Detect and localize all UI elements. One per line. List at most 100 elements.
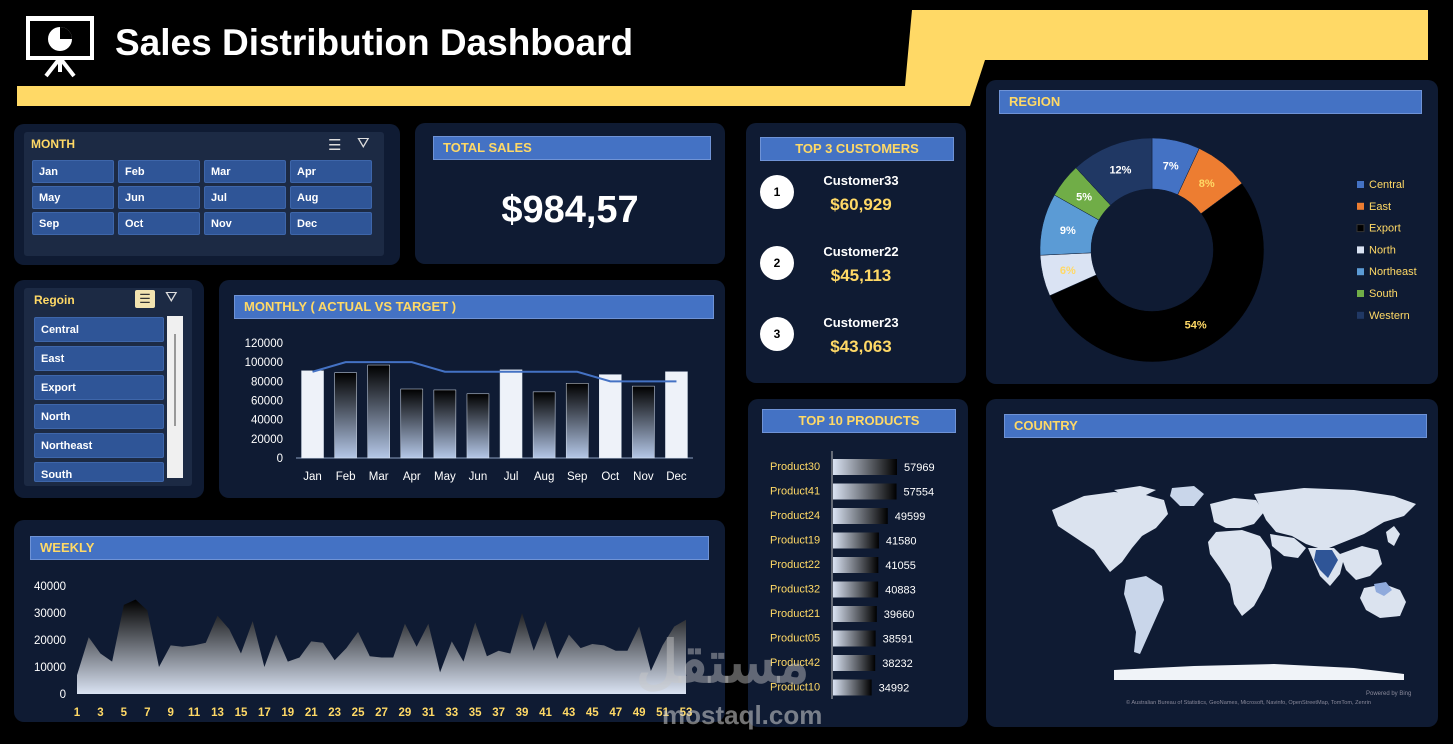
- slice-value-label: 8%: [1199, 178, 1215, 190]
- region-button[interactable]: South: [34, 462, 164, 482]
- customer-sales-value: $60,929: [830, 195, 892, 214]
- legend-label: Western: [1369, 310, 1410, 322]
- x-tick-label: 27: [375, 707, 388, 719]
- y-tick-label: 40000: [34, 581, 66, 593]
- month-button[interactable]: Jul: [204, 186, 286, 209]
- weekly-area: [77, 599, 686, 694]
- slice-value-label: 5%: [1076, 191, 1092, 203]
- top-products-title: TOP 10 PRODUCTS: [762, 409, 956, 433]
- y-tick-label: 60000: [251, 396, 283, 408]
- multi-select-active-icon[interactable]: ☰: [135, 290, 155, 308]
- slice-value-label: 54%: [1185, 320, 1207, 332]
- month-button[interactable]: Aug: [290, 186, 372, 209]
- watermark-latin: mostaql.com: [662, 700, 823, 730]
- y-tick-label: 100000: [245, 357, 283, 369]
- total-sales-value: $984,57: [501, 189, 639, 231]
- x-tick-label: 49: [633, 707, 646, 719]
- clear-filter-icon[interactable]: ⛛: [357, 135, 370, 152]
- header-banner: [0, 0, 1453, 106]
- region-slicer-panel: Regoin ☰ ⛛ Central East Export North Northea…: [14, 280, 204, 498]
- product-label: Product24: [770, 510, 820, 522]
- product-label: Product10: [770, 682, 820, 694]
- slicer-scrollbar[interactable]: [167, 316, 183, 478]
- x-tick-label: 9: [167, 707, 173, 719]
- customer-sales-value: $45,113: [830, 266, 892, 285]
- x-tick-label: Jul: [504, 471, 519, 483]
- y-tick-label: 120000: [245, 338, 283, 350]
- x-tick-label: 33: [445, 707, 458, 719]
- product-bar: [833, 459, 897, 475]
- actual-bar: [301, 370, 324, 459]
- region-button[interactable]: Export: [34, 375, 164, 400]
- world-map: [1052, 486, 1416, 680]
- product-bar: [833, 557, 879, 573]
- y-tick-label: 0: [60, 689, 66, 701]
- product-bar: [833, 655, 876, 671]
- product-label: Product42: [770, 657, 820, 669]
- month-button[interactable]: Apr: [290, 160, 372, 183]
- product-bar: [833, 483, 897, 500]
- product-value-label: 39660: [884, 609, 915, 621]
- x-tick-label: 41: [539, 707, 552, 719]
- product-label: Product32: [770, 584, 820, 596]
- month-button[interactable]: May: [32, 186, 114, 209]
- customer-name: Customer23: [823, 315, 899, 330]
- slice-value-label: 12%: [1109, 164, 1131, 176]
- x-tick-label: Sep: [567, 471, 587, 483]
- actual-bar: [665, 371, 688, 459]
- region-button[interactable]: North: [34, 404, 164, 429]
- legend-label: Northeast: [1369, 266, 1417, 278]
- month-button[interactable]: Jun: [118, 186, 200, 209]
- month-slicer-title: MONTH: [31, 137, 75, 151]
- x-tick-label: Jan: [303, 471, 322, 483]
- monthly-title: MONTHLY ( ACTUAL VS TARGET ): [234, 295, 714, 319]
- customer-rank-badge: 1: [760, 175, 794, 209]
- x-tick-label: Dec: [666, 471, 687, 483]
- total-sales-title: TOTAL SALES: [433, 136, 711, 160]
- actual-bar: [532, 391, 556, 459]
- region-button[interactable]: Central: [34, 317, 164, 342]
- product-label: Product21: [770, 608, 820, 620]
- month-button[interactable]: Mar: [204, 160, 286, 183]
- month-button[interactable]: Sep: [32, 212, 114, 235]
- month-slicer-panel: MONTH ☰ ⛛ Jan Feb Mar Apr May Jun Jul Aug Sep Oct…: [14, 124, 400, 265]
- x-tick-label: 45: [586, 707, 599, 719]
- region-button[interactable]: Northeast: [34, 433, 164, 458]
- clear-filter-icon[interactable]: ⛛: [165, 289, 178, 306]
- product-label: Product30: [770, 461, 820, 473]
- weekly-panel: WEEKLY 0 10000 20000 30000 40000 1 3 5 7 9 11 13 15 1…: [14, 520, 725, 722]
- actual-bar: [334, 372, 357, 459]
- month-button[interactable]: Feb: [118, 160, 200, 183]
- y-tick-label: 40000: [251, 415, 283, 427]
- map-credit-attribution: © Australian Bureau of Statistics, GeoNa…: [1126, 700, 1371, 706]
- legend-swatch: [1357, 202, 1364, 210]
- product-label: Product05: [770, 633, 820, 645]
- region-button[interactable]: East: [34, 346, 164, 371]
- product-value-label: 38591: [883, 634, 914, 646]
- x-tick-label: 35: [469, 707, 482, 719]
- month-button[interactable]: Oct: [118, 212, 200, 235]
- x-tick-label: 47: [609, 707, 622, 719]
- x-tick-label: Apr: [403, 471, 421, 483]
- month-button[interactable]: Jan: [32, 160, 114, 183]
- x-tick-label: 5: [121, 707, 128, 719]
- month-button[interactable]: Nov: [204, 212, 286, 235]
- product-label: Product41: [770, 486, 820, 498]
- x-tick-label: Mar: [369, 471, 389, 483]
- watermark-arabic: مستقل: [636, 630, 810, 695]
- multi-select-icon[interactable]: ☰: [328, 137, 342, 154]
- presentation-chart-icon: [26, 16, 94, 78]
- actual-bar: [466, 393, 490, 459]
- country-panel: COUNTRY Powered by Bing © Australian Bur…: [986, 399, 1438, 727]
- x-tick-label: 23: [328, 707, 341, 719]
- legend-label: South: [1369, 288, 1398, 300]
- x-tick-label: 1: [74, 707, 81, 719]
- x-tick-label: Feb: [336, 471, 356, 483]
- month-button[interactable]: Dec: [290, 212, 372, 235]
- legend-swatch: [1357, 268, 1364, 276]
- top-products-panel: TOP 10 PRODUCTS Product30 57969 Product41 5…: [748, 399, 968, 727]
- slice-value-label: 6%: [1060, 265, 1076, 277]
- region-title: REGION: [999, 90, 1422, 114]
- y-tick-label: 80000: [251, 376, 283, 388]
- x-tick-label: 29: [399, 707, 412, 719]
